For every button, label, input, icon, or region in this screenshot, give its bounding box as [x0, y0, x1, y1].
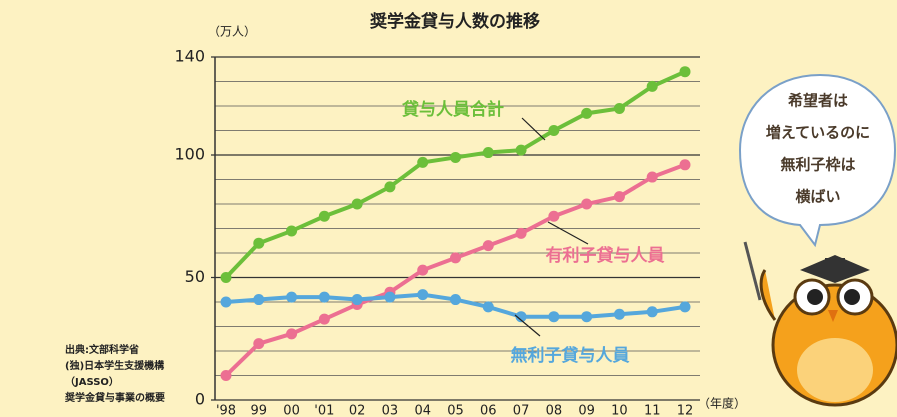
data-point [352, 294, 363, 305]
data-point [417, 265, 428, 276]
source-text: (独)日本学生支援機構 [65, 359, 164, 372]
data-point [483, 147, 494, 158]
data-point [614, 309, 625, 320]
data-point [253, 238, 264, 249]
data-point [647, 81, 658, 92]
data-point [581, 108, 592, 119]
bubble-text: 増えているのに [766, 124, 870, 142]
data-point [221, 272, 232, 283]
x-tick-label: '01 [314, 404, 334, 417]
data-point [319, 314, 330, 325]
data-point [483, 301, 494, 312]
data-point [286, 225, 297, 236]
x-tick-label: 99 [251, 404, 268, 417]
data-point [647, 172, 658, 183]
data-point [221, 370, 232, 381]
series-label: 有利子貸与人員 [546, 245, 665, 266]
series-label: 無利子貸与人員 [511, 345, 630, 366]
chart: 奨学金貸与人数の推移 （万人） （年度） 050100140'989900'01… [0, 0, 897, 417]
data-point [516, 145, 527, 156]
x-tick-label: '98 [216, 404, 236, 417]
data-point [680, 159, 691, 170]
data-point [483, 240, 494, 251]
chart-title: 奨学金貸与人数の推移 [369, 11, 540, 32]
series-label: 貸与人員合計 [401, 99, 504, 120]
x-tick-label: 02 [349, 404, 366, 417]
x-tick-label: 08 [546, 404, 563, 417]
data-point [548, 125, 559, 136]
x-tick-label: 05 [447, 404, 464, 417]
x-tick-label: 06 [480, 404, 497, 417]
x-tick-label: 07 [513, 404, 530, 417]
data-point [352, 199, 363, 210]
data-point [581, 311, 592, 322]
data-point [450, 152, 461, 163]
data-point [647, 306, 658, 317]
x-tick-label: 12 [677, 404, 694, 417]
bubble-text: 横ばい [795, 188, 840, 206]
data-point [221, 297, 232, 308]
source-text: 奨学金貸与事業の概要 [64, 391, 165, 404]
y-tick-label: 50 [185, 267, 205, 286]
data-point [286, 292, 297, 303]
y-unit: （万人） [208, 25, 256, 39]
x-tick-label: 09 [578, 404, 595, 417]
data-point [548, 211, 559, 222]
data-point [253, 338, 264, 349]
bubble-text: 無利子枠は [780, 156, 855, 174]
data-point [384, 292, 395, 303]
data-point [253, 294, 264, 305]
x-tick-label: 03 [382, 404, 399, 417]
data-point [548, 311, 559, 322]
data-point [614, 103, 625, 114]
data-point [680, 301, 691, 312]
data-point [384, 181, 395, 192]
data-point [516, 228, 527, 239]
source-text: 出典:文部科学省 [65, 343, 139, 356]
x-tick-label: 11 [644, 404, 661, 417]
y-tick-label: 0 [195, 390, 205, 409]
y-tick-label: 140 [174, 47, 205, 66]
source-text: （JASSO） [65, 375, 119, 388]
data-point [319, 292, 330, 303]
data-point [450, 252, 461, 263]
data-point [319, 211, 330, 222]
data-point [680, 66, 691, 77]
data-point [417, 289, 428, 300]
x-unit: （年度） [698, 396, 746, 411]
x-tick-label: 10 [611, 404, 628, 417]
data-point [450, 294, 461, 305]
data-point [581, 199, 592, 210]
y-tick-label: 100 [174, 145, 205, 164]
bubble-text: 希望者は [788, 92, 848, 110]
data-point [614, 191, 625, 202]
data-point [286, 328, 297, 339]
x-tick-label: 04 [414, 404, 431, 417]
data-point [417, 157, 428, 168]
x-tick-label: 00 [283, 404, 300, 417]
